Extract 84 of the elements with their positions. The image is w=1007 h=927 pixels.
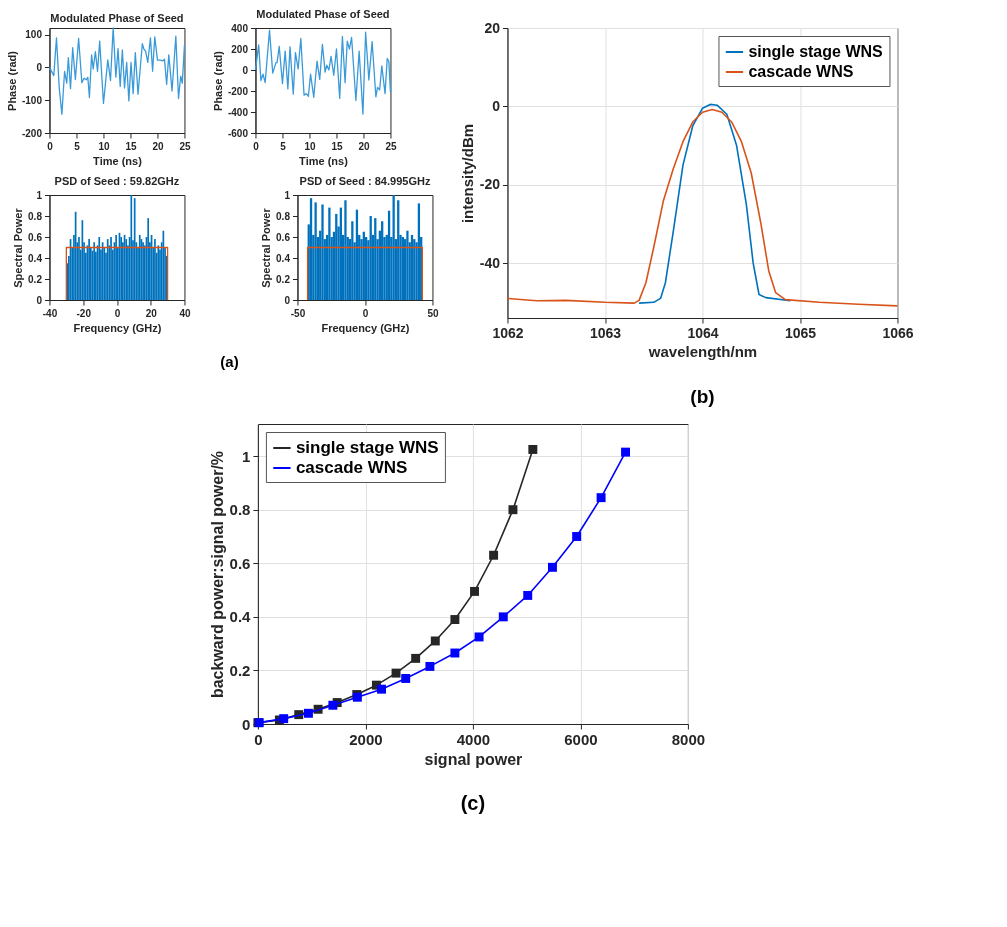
- y-tick-label: 0: [492, 97, 501, 114]
- chart-title: PSD of Seed : 59.82GHz: [54, 175, 180, 187]
- y-tick-label: -200: [227, 85, 249, 97]
- x-tick-label: 2000: [349, 730, 383, 748]
- y-tick-label: 400: [231, 22, 249, 34]
- x-tick-label: 20: [358, 140, 370, 152]
- y-tick-label: 0.4: [229, 608, 252, 626]
- y-tick-label: 0.6: [276, 231, 291, 243]
- x-tick-label: 25: [385, 140, 397, 152]
- chart-title: PSD of Seed : 84.995GHz: [299, 175, 431, 187]
- y-tick-label: 0.4: [276, 252, 291, 264]
- legend-label: cascade WNS: [748, 63, 854, 80]
- text: (c): [460, 792, 486, 814]
- y-tick-label: 1: [242, 447, 251, 465]
- x-axis-title: Time (ns): [93, 154, 143, 167]
- x-tick-label: 1064: [687, 324, 719, 341]
- text: (a): [220, 353, 239, 370]
- x-tick-label: 8000: [671, 730, 706, 748]
- x-tick-label: 5: [280, 140, 287, 152]
- x-tick-label: 15: [331, 140, 343, 152]
- y-tick-label: 0.2: [229, 661, 251, 679]
- x-tick-label: 4000: [456, 730, 491, 748]
- chart-title: Modulated Phase of Seed: [256, 8, 390, 20]
- x-tick-label: 0: [362, 307, 369, 319]
- x-tick-label: 10: [304, 140, 316, 152]
- y-tick-label: 20: [484, 19, 501, 36]
- y-axis-title: Spectral Power: [12, 207, 25, 288]
- y-tick-label: 0: [36, 294, 43, 306]
- legend-label: single stage WNS: [748, 43, 884, 60]
- x-tick-label: 6000: [564, 730, 598, 748]
- x-tick-label: 1063: [589, 324, 622, 341]
- y-tick-label: -20: [479, 176, 501, 193]
- x-tick-label: 20: [145, 307, 158, 319]
- y-tick-label: 0.6: [229, 554, 251, 572]
- y-tick-label: 1: [284, 189, 291, 201]
- x-tick-label: 50: [427, 307, 439, 319]
- y-tick-label: 0: [284, 294, 291, 306]
- y-tick-label: 0.4: [28, 252, 43, 264]
- x-tick-label: 0: [114, 307, 121, 319]
- y-tick-label: -200: [21, 127, 43, 139]
- y-tick-label: 100: [25, 29, 43, 41]
- y-tick-label: -400: [227, 106, 249, 118]
- x-tick-label: 20: [152, 140, 164, 152]
- x-axis-title: Frequency (GHz): [321, 321, 410, 334]
- y-tick-label: -600: [227, 127, 249, 139]
- x-tick-label: 15: [125, 140, 137, 152]
- y-tick-label: 0.8: [28, 210, 43, 222]
- x-tick-label: -50: [290, 307, 306, 319]
- x-tick-label: 1062: [492, 324, 524, 341]
- x-axis-title: Time (ns): [299, 154, 349, 167]
- y-axis-title: Phase (rad): [5, 50, 18, 111]
- x-tick-label: 0: [47, 140, 54, 152]
- x-tick-label: -20: [76, 307, 92, 319]
- x-axis-title: signal power: [424, 750, 523, 768]
- x-tick-label: 10: [98, 140, 110, 152]
- y-tick-label: 0.2: [28, 273, 43, 285]
- y-axis-title: Spectral Power: [260, 207, 273, 288]
- x-tick-label: 5: [74, 140, 81, 152]
- y-tick-label: 0: [242, 64, 249, 76]
- y-axis-title: Phase (rad): [211, 50, 224, 111]
- y-tick-label: 0: [242, 715, 251, 733]
- y-tick-label: 0.6: [28, 231, 43, 243]
- chart-title: Modulated Phase of Seed: [50, 12, 184, 25]
- text: (b): [690, 386, 715, 407]
- y-axis-title: backward power:signal power/%: [208, 450, 226, 699]
- y-tick-label: -100: [21, 94, 43, 106]
- x-tick-label: 0: [254, 730, 263, 748]
- x-tick-label: 1065: [784, 324, 817, 341]
- y-tick-label: 200: [231, 43, 249, 55]
- y-axis-title: intensity/dBm: [458, 123, 476, 224]
- x-tick-label: 0: [253, 140, 260, 152]
- y-tick-label: 0.8: [276, 210, 291, 222]
- legend-label: single stage WNS: [295, 438, 439, 457]
- x-tick-label: 25: [179, 140, 191, 152]
- y-tick-label: 0.8: [229, 501, 251, 519]
- x-tick-label: 1066: [882, 324, 914, 341]
- y-tick-label: -40: [479, 254, 501, 271]
- legend-label: cascade WNS: [295, 458, 408, 477]
- y-tick-label: 1: [36, 189, 43, 201]
- y-tick-label: 0: [36, 61, 43, 73]
- y-tick-label: 0.2: [276, 273, 291, 285]
- x-tick-label: 40: [179, 307, 191, 319]
- x-axis-title: Frequency (GHz): [73, 321, 162, 334]
- x-axis-title: wavelength/nm: [647, 342, 758, 360]
